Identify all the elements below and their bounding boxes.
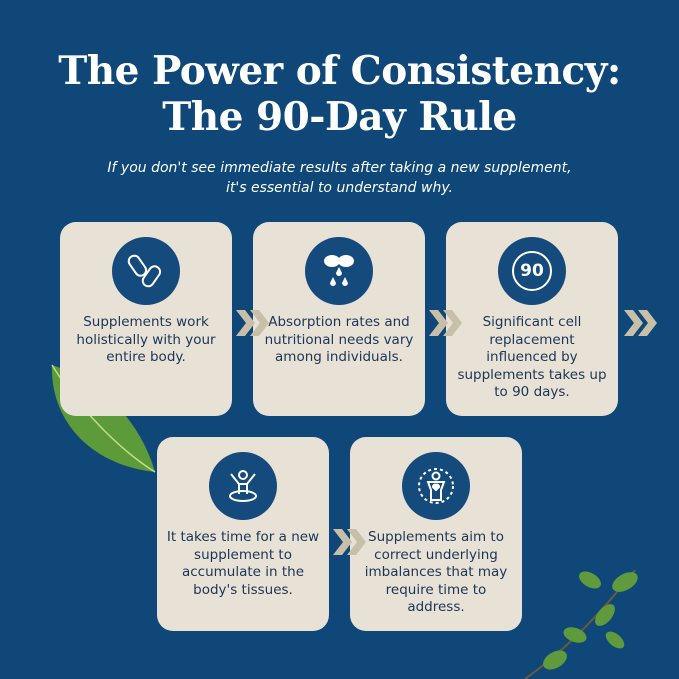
subtitle: If you don't see immediate results after… [0,158,679,198]
card-text: Significant cell replacement influenced … [457,314,607,400]
title-line-1: The Power of Consistency: [58,48,621,94]
page-title: The Power of Consistency: The 90-Day Rule [0,48,679,140]
ninety-days-icon: 90 [498,237,566,305]
card-accumulate: It takes time for a new supplement to ac… [157,437,329,631]
chevron-right-icon [624,310,657,336]
card-text: Absorption rates and nutritional needs v… [264,314,414,365]
card-text: Supplements aim to correct underlying im… [364,529,508,615]
card-text: It takes time for a new supplement to ac… [166,529,320,598]
card-text: Supplements work holistically with your … [76,314,216,365]
capsules-icon [112,237,180,305]
card-90-days: 90 Significant cell replacement influence… [446,222,618,416]
capsule-drops-icon [305,237,373,305]
subtitle-line-1: If you don't see immediate results after… [107,160,572,176]
card-holistic: Supplements work holistically with your … [60,222,232,416]
subtitle-line-2: it's essential to understand why. [225,180,453,196]
branch-decoration [524,569,638,679]
body-balance-icon [402,452,470,520]
card-imbalances: Supplements aim to correct underlying im… [350,437,522,631]
chevron-right-icon [333,529,366,555]
ninety-label: 90 [512,251,552,291]
card-absorption: Absorption rates and nutritional needs v… [253,222,425,416]
chevron-right-icon [429,310,462,336]
body-absorption-icon [209,452,277,520]
title-line-2: The 90-Day Rule [162,94,517,140]
chevron-right-icon [236,310,269,336]
